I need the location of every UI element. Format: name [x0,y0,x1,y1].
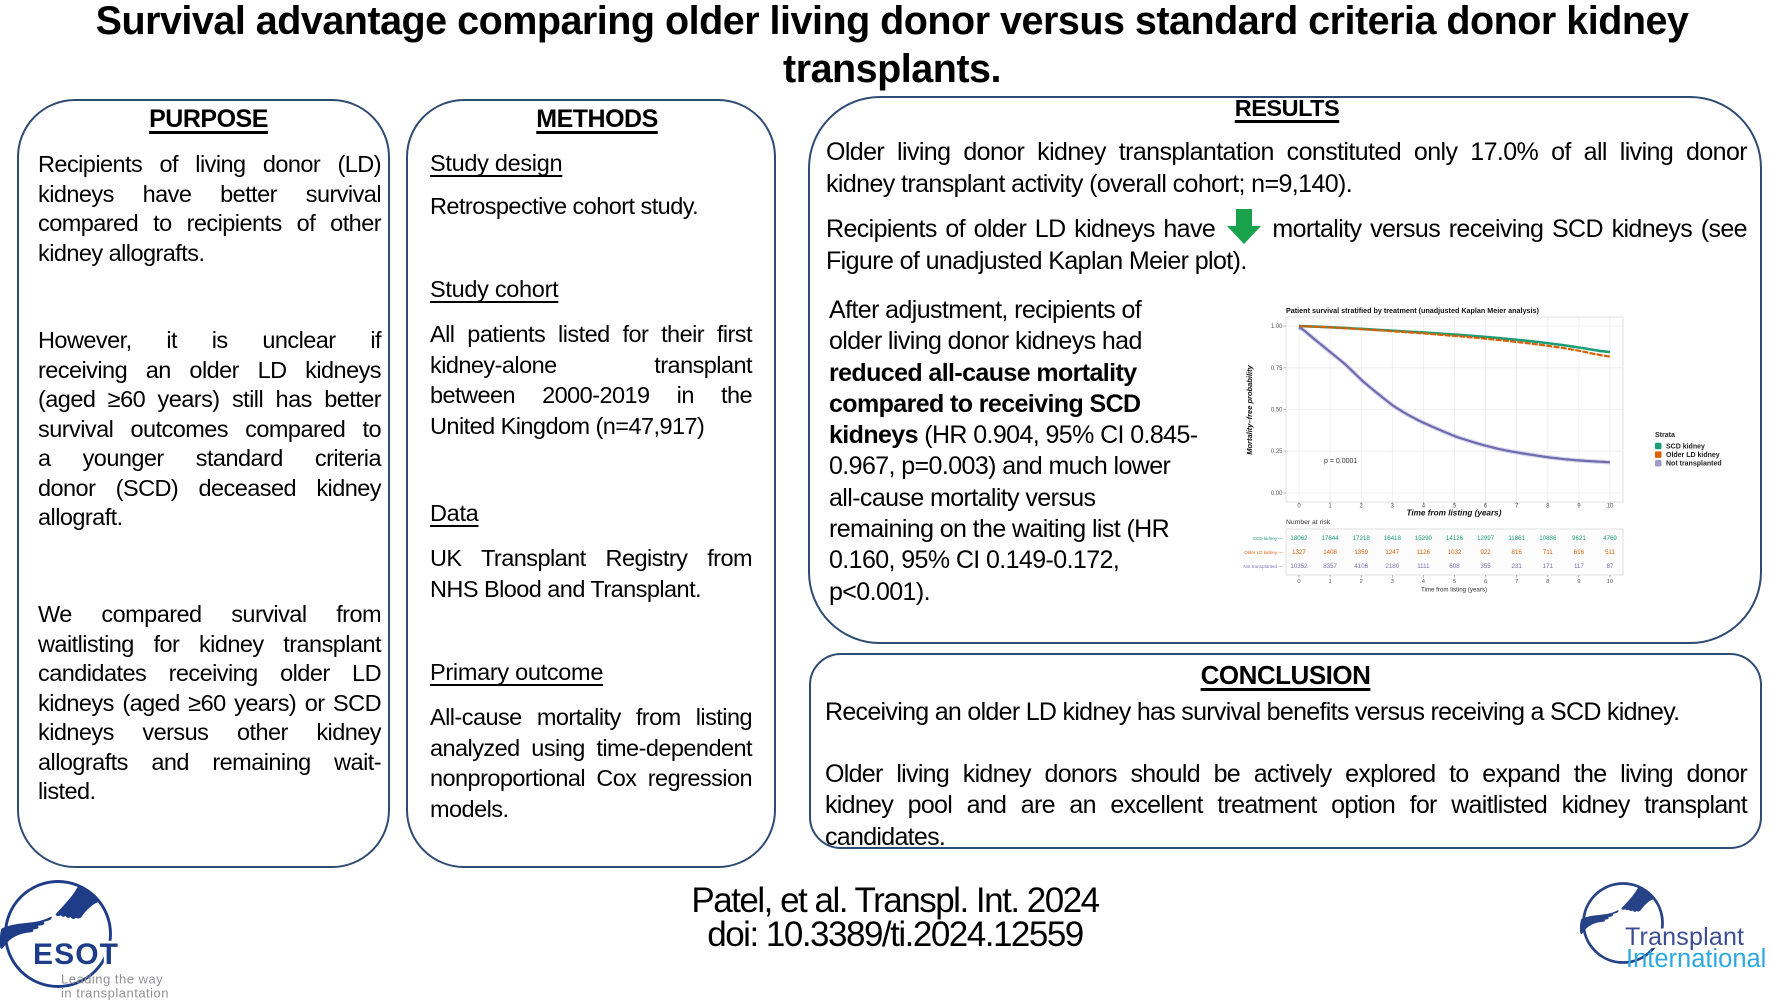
svg-text:6: 6 [1484,504,1488,510]
svg-text:15290: 15290 [1415,535,1433,542]
svg-text:11861: 11861 [1508,535,1525,542]
svg-text:1111: 1111 [1417,563,1430,570]
svg-text:2: 2 [1360,579,1363,585]
svg-text:3: 3 [1391,504,1395,510]
svg-text:5: 5 [1453,504,1457,510]
svg-text:8: 8 [1546,579,1549,585]
svg-text:1327: 1327 [1292,549,1306,556]
svg-text:SCD kidney —: SCD kidney — [1253,536,1284,541]
svg-text:Time from listing (years): Time from listing (years) [1407,509,1502,518]
svg-text:171: 171 [1543,563,1554,570]
svg-text:10352: 10352 [1290,563,1308,570]
svg-text:6: 6 [1484,579,1487,585]
svg-text:in transplantation: in transplantation [61,986,169,1001]
svg-text:9: 9 [1577,504,1581,510]
svg-text:Older LD kidney: Older LD kidney [1666,452,1720,459]
svg-text:1247: 1247 [1385,549,1399,556]
svg-text:1126: 1126 [1417,549,1431,556]
svg-text:10: 10 [1607,504,1614,510]
svg-text:0.00: 0.00 [1271,491,1283,497]
svg-text:p = 0.0001: p = 0.0001 [1324,458,1357,465]
svg-text:10: 10 [1607,579,1613,585]
svg-text:711: 711 [1543,549,1553,556]
svg-text:231: 231 [1512,563,1523,570]
svg-text:18062: 18062 [1290,535,1308,542]
svg-text:International: International [1626,945,1766,973]
svg-text:10886: 10886 [1539,535,1557,542]
svg-text:1: 1 [1328,504,1332,510]
svg-text:3: 3 [1391,579,1394,585]
svg-text:4769: 4769 [1603,535,1617,542]
svg-text:12997: 12997 [1477,535,1495,542]
svg-text:4: 4 [1422,504,1426,510]
svg-text:8357: 8357 [1323,563,1337,570]
svg-text:17644: 17644 [1321,535,1339,542]
svg-text:Number at risk: Number at risk [1286,519,1331,526]
svg-text:Transplant: Transplant [1625,923,1744,951]
svg-text:Patient survival stratified by: Patient survival stratified by treatment… [1286,306,1539,315]
svg-text:0.75: 0.75 [1271,366,1283,372]
svg-text:17218: 17218 [1353,535,1371,542]
svg-text:1.00: 1.00 [1271,324,1283,330]
svg-text:14126: 14126 [1446,535,1464,542]
svg-text:2: 2 [1360,504,1364,510]
svg-text:117: 117 [1574,563,1584,570]
svg-text:ESOT: ESOT [33,938,119,971]
svg-text:4: 4 [1422,579,1426,585]
svg-text:1359: 1359 [1354,549,1368,556]
svg-text:Strata: Strata [1655,432,1675,439]
svg-text:608: 608 [1449,563,1460,570]
svg-text:8: 8 [1546,504,1550,510]
svg-text:7: 7 [1515,504,1519,510]
svg-text:0.25: 0.25 [1271,449,1283,455]
svg-text:Time from listing (years): Time from listing (years) [1421,587,1487,594]
svg-text:816: 816 [1512,549,1523,556]
svg-text:0: 0 [1297,579,1300,585]
svg-text:1408: 1408 [1323,549,1337,556]
svg-text:9621: 9621 [1572,535,1586,542]
svg-text:0: 0 [1297,504,1301,510]
svg-text:1: 1 [1328,579,1331,585]
svg-text:9: 9 [1577,579,1580,585]
svg-text:4106: 4106 [1354,563,1368,570]
svg-text:Not transplanted —: Not transplanted — [1243,564,1283,569]
svg-text:16418: 16418 [1384,535,1402,542]
svg-text:Leading the way: Leading the way [61,972,163,987]
svg-text:Not transplanted: Not transplanted [1666,461,1722,468]
svg-text:1032: 1032 [1448,549,1462,556]
svg-text:7: 7 [1515,579,1518,585]
svg-text:511: 511 [1605,549,1615,556]
svg-text:0.50: 0.50 [1271,408,1283,414]
svg-text:5: 5 [1453,579,1456,585]
svg-text:Mortality–free probability: Mortality–free probability [1245,364,1254,454]
svg-text:355: 355 [1480,563,1491,570]
svg-text:616: 616 [1574,549,1585,556]
svg-text:87: 87 [1607,563,1614,570]
svg-text:SCD kidney: SCD kidney [1666,443,1705,450]
svg-text:2180: 2180 [1385,563,1399,570]
svg-text:Older LD kidney —: Older LD kidney — [1244,550,1283,555]
svg-text:922: 922 [1480,549,1491,556]
